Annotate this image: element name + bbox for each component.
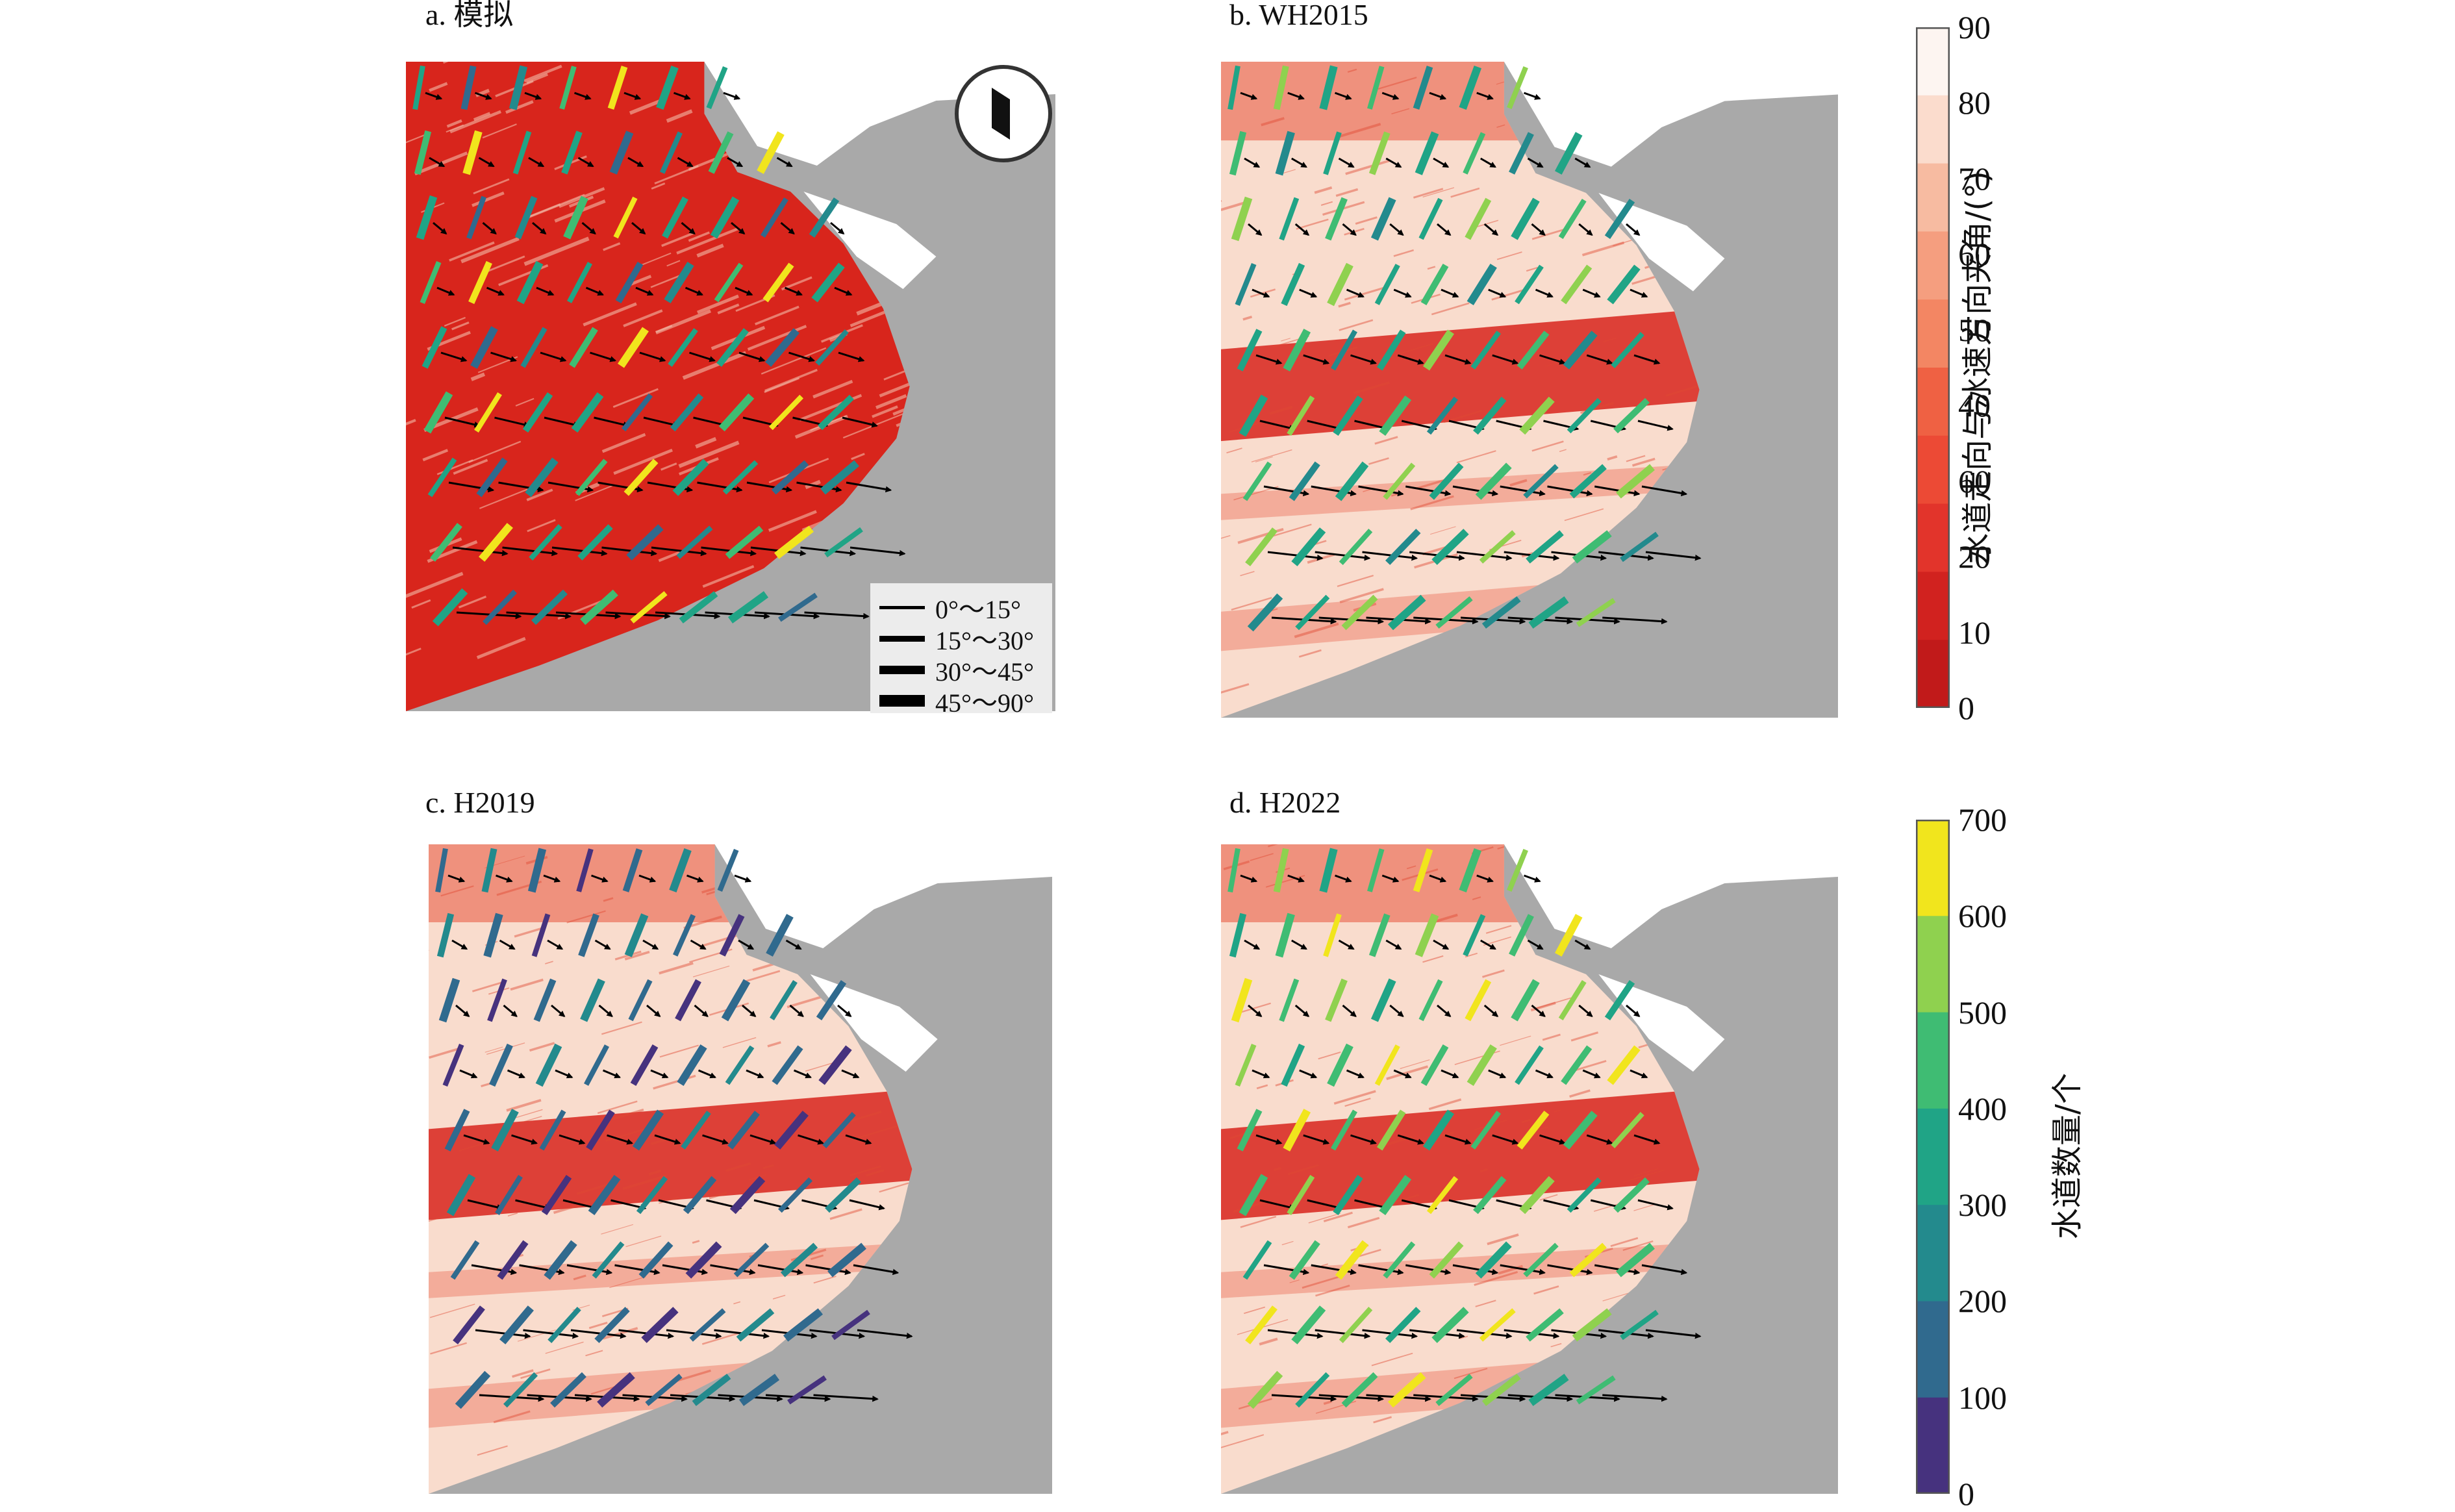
count-tick: 500 — [1958, 996, 2007, 1029]
panel-title-c: c. H2019 — [425, 788, 535, 818]
count-tick: 300 — [1958, 1189, 2007, 1221]
angle-tick: 0 — [1958, 692, 1974, 724]
angle-tick: 90 — [1958, 11, 1991, 44]
map-d-svg — [1208, 844, 1838, 1494]
count-tick: 200 — [1958, 1285, 2007, 1317]
map-panel-d — [1208, 844, 1838, 1494]
panel-title-b: b. WH2015 — [1229, 0, 1368, 30]
count-colorbar — [1916, 820, 1950, 1494]
map-panel-b — [1208, 62, 1838, 718]
map-b-svg — [1208, 62, 1838, 718]
legend-item-4: 45°～90° — [870, 682, 1034, 720]
map-c-svg — [416, 844, 1052, 1494]
north-compass: N — [951, 62, 1055, 166]
count-tick: 100 — [1958, 1381, 2007, 1414]
count-tick: 0 — [1958, 1478, 1974, 1510]
count-colorbar-label: 水道数量/个 — [2041, 1073, 2087, 1239]
panel-title-d: d. H2022 — [1229, 788, 1341, 818]
count-tick: 600 — [1958, 900, 2007, 932]
angle-tick: 10 — [1958, 616, 1991, 649]
angle-tick: 80 — [1958, 86, 1991, 119]
panel-title-a: a. 模拟 — [425, 0, 513, 30]
map-panel-c — [416, 844, 1052, 1494]
count-tick: 700 — [1958, 803, 2007, 836]
angle-colorbar — [1916, 27, 1950, 708]
angle-colorbar-label: 水道走向与冰速方向夹角/(°) — [1952, 171, 1997, 564]
count-tick: 400 — [1958, 1092, 2007, 1125]
compass-label: N — [1016, 90, 1031, 112]
line-width-legend: 0°～15° 15°～30° 30°～45° 45°～90° — [870, 583, 1052, 713]
